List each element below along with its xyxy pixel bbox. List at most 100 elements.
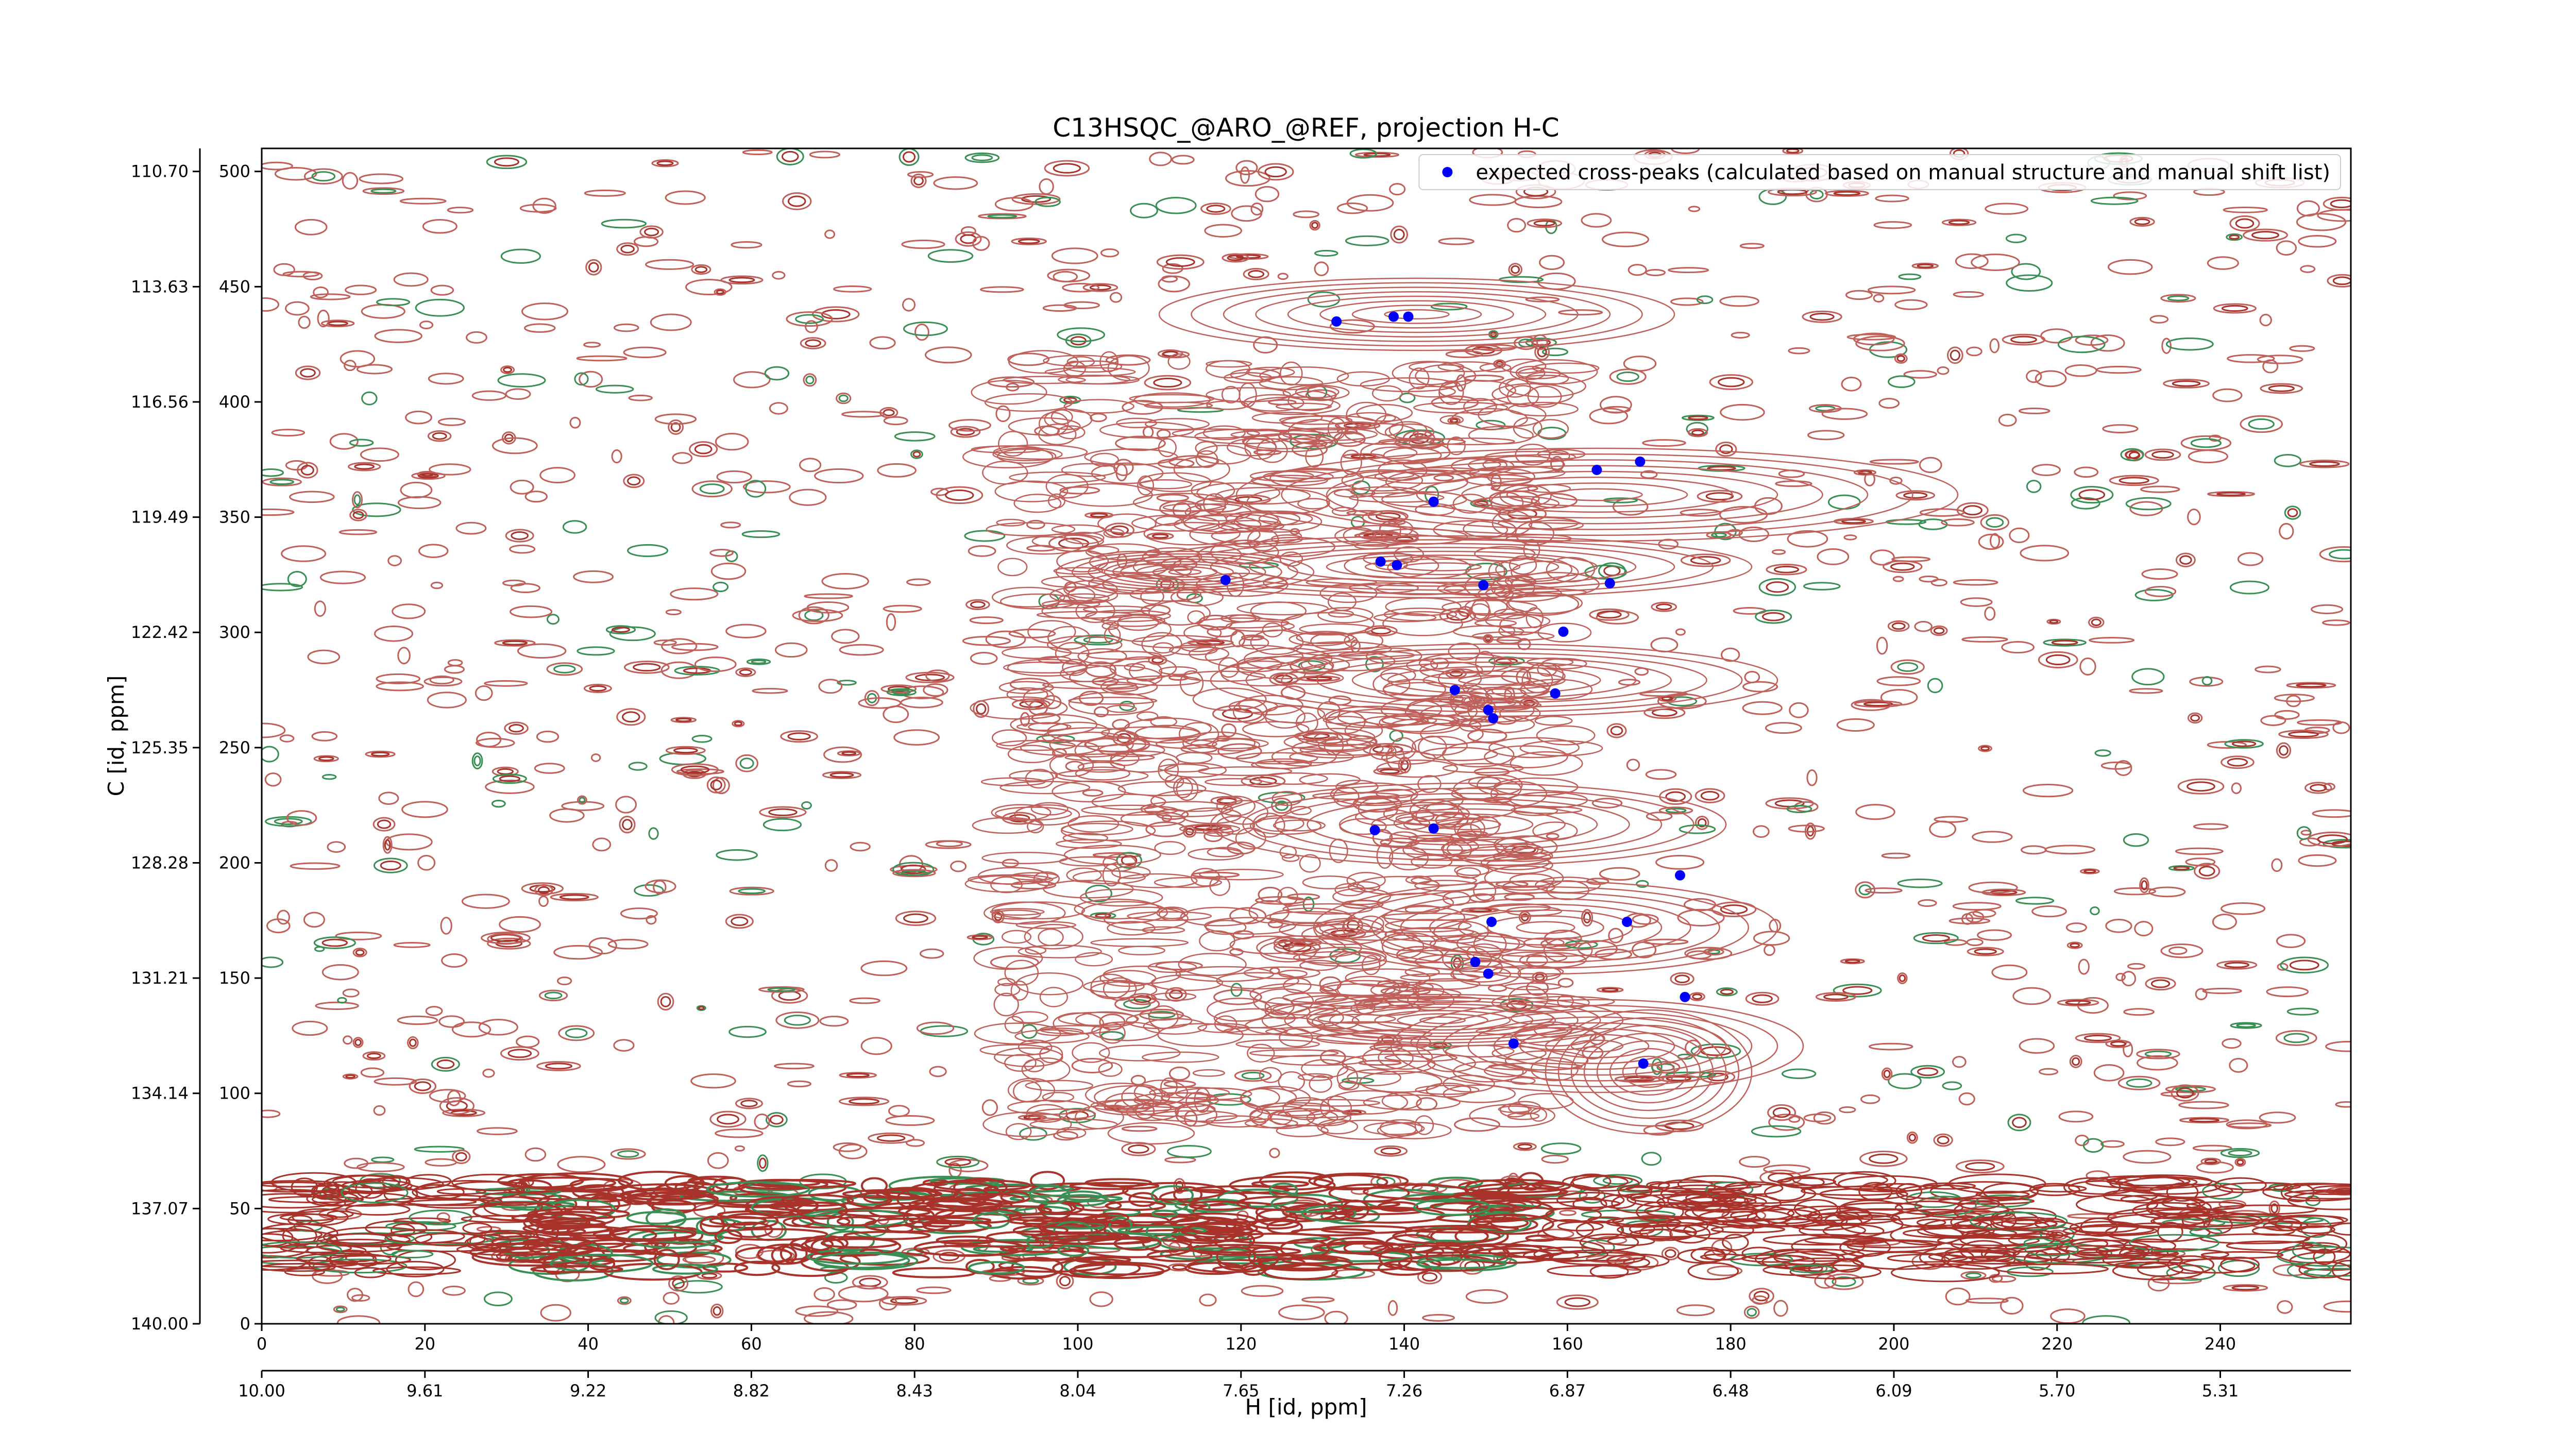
contour [734, 721, 742, 727]
contour [1906, 1131, 1918, 1144]
contour [266, 918, 291, 934]
contour [1719, 295, 1759, 307]
contour [592, 837, 612, 852]
contour [1309, 220, 1320, 231]
contour [899, 148, 920, 166]
contour [1280, 361, 1303, 386]
contour [1852, 1251, 1951, 1270]
contour [1646, 1181, 1670, 1189]
contour [1869, 1153, 1899, 1164]
contour [1747, 1308, 1757, 1317]
contour [2107, 1207, 2214, 1227]
contour [1645, 268, 1666, 276]
contour [1311, 1013, 1360, 1030]
contour [1057, 425, 1086, 440]
contour [1773, 1300, 1788, 1317]
contour [735, 667, 756, 677]
contour [524, 1147, 547, 1162]
contour [1930, 625, 1948, 636]
contour [894, 431, 936, 442]
contour [2298, 1261, 2351, 1278]
contour [1258, 772, 1328, 785]
contour [789, 488, 827, 506]
contour [805, 375, 815, 384]
contour [2015, 897, 2055, 905]
contour [1914, 621, 1933, 632]
contour [430, 284, 454, 296]
contour [1077, 762, 1126, 773]
contour [262, 583, 303, 592]
contour [1189, 1200, 1250, 1211]
contour [804, 593, 853, 599]
contour [1890, 562, 1915, 571]
contour [646, 915, 657, 925]
contour [994, 480, 1069, 502]
contour [1836, 1211, 1860, 1220]
contour [2026, 480, 2042, 493]
contour [2175, 552, 2196, 567]
contour [1910, 1065, 1945, 1079]
contour [819, 1016, 849, 1027]
contour [2283, 1033, 2310, 1043]
contour [510, 583, 540, 593]
contour [970, 601, 986, 609]
contour [1062, 832, 1109, 844]
contour [2102, 1252, 2183, 1268]
contour [1527, 218, 1563, 228]
contour [1221, 723, 1237, 737]
contour [838, 394, 849, 402]
contour [354, 1267, 386, 1278]
contour [534, 884, 553, 897]
contour [660, 661, 698, 679]
contour [310, 293, 351, 300]
contour [277, 909, 290, 925]
contour [1878, 398, 1900, 409]
contour [373, 1105, 386, 1116]
contour [1259, 366, 1349, 385]
contour [668, 1275, 689, 1292]
contour [2277, 963, 2289, 971]
contour [1094, 706, 1109, 718]
contour [786, 311, 833, 327]
contour [2286, 682, 2336, 689]
x2-tick-label: 8.43 [896, 1381, 933, 1401]
contour [1677, 1249, 1726, 1264]
contour [1472, 1187, 1569, 1197]
contour [1840, 958, 1865, 965]
contour [487, 937, 531, 950]
contour [1179, 823, 1241, 834]
contour [1959, 1240, 2008, 1261]
contour [1710, 532, 1727, 538]
contour [1913, 932, 1959, 945]
contour [617, 1150, 639, 1158]
contour [1169, 645, 1218, 655]
contour [1011, 1256, 1064, 1278]
contour [2176, 1087, 2194, 1099]
contour [1596, 987, 1624, 993]
contour [1392, 1228, 1501, 1245]
contour [427, 692, 467, 709]
contour [1958, 1198, 2001, 1210]
contour [1218, 519, 1284, 532]
contour [768, 808, 798, 816]
contour [1090, 452, 1119, 467]
contour [1720, 989, 1734, 995]
contour [1403, 562, 1482, 571]
contour [2229, 215, 2260, 232]
contour [1589, 608, 1630, 621]
contour [781, 150, 799, 162]
contour [1044, 367, 1136, 377]
contour [478, 1191, 550, 1206]
contour [1445, 350, 1484, 358]
contour [1388, 183, 1406, 196]
contour [1534, 716, 1573, 726]
contour [1439, 415, 1464, 425]
contour [2271, 858, 2283, 872]
contour [2022, 784, 2074, 798]
contour [868, 1132, 915, 1144]
contour [665, 609, 682, 616]
contour [2281, 1215, 2348, 1225]
contour [2288, 731, 2319, 737]
contour [1899, 974, 1906, 982]
contour [1752, 1295, 1768, 1305]
